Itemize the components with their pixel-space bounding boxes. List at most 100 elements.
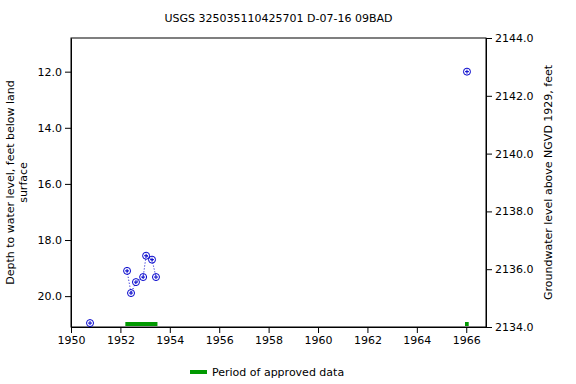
tick: 2134.0 bbox=[486, 321, 534, 334]
y-axis-title: Depth to water level, feet below landsur… bbox=[4, 80, 30, 285]
tick-label: 12.0 bbox=[38, 66, 63, 79]
tick-label: 14.0 bbox=[38, 122, 63, 135]
tick-label: 1962 bbox=[354, 334, 382, 347]
legend: Period of approved data bbox=[190, 366, 344, 379]
marker-cross bbox=[88, 321, 92, 325]
marker bbox=[140, 274, 147, 281]
tick: 16.0 bbox=[38, 178, 72, 191]
tick-mark bbox=[486, 211, 492, 212]
axis-line bbox=[71, 39, 72, 328]
tick: 18.0 bbox=[38, 234, 72, 247]
tick: 2140.0 bbox=[486, 148, 534, 161]
tick: 1952 bbox=[107, 327, 135, 347]
marker bbox=[463, 68, 470, 75]
marker-cross bbox=[150, 258, 154, 262]
tick-mark bbox=[65, 128, 71, 129]
tick: 1950 bbox=[58, 327, 86, 347]
tick-mark bbox=[120, 327, 121, 333]
tick-mark bbox=[486, 96, 492, 97]
marker bbox=[152, 274, 159, 281]
tick-label: 2134.0 bbox=[495, 321, 534, 334]
point bbox=[152, 274, 159, 281]
point bbox=[149, 256, 156, 263]
tick-mark bbox=[65, 72, 71, 73]
approved-period bbox=[465, 322, 469, 326]
y2-axis: 2134.0 2136.0 2138.0 2140.0 2142.0 2144.0 bbox=[486, 32, 534, 334]
title: USGS 325035110425701 D-07-16 09BAD bbox=[165, 12, 393, 25]
tick-mark bbox=[318, 327, 319, 333]
tick: 20.0 bbox=[38, 290, 72, 303]
tick-mark bbox=[269, 327, 270, 333]
marker bbox=[124, 267, 131, 274]
tick-mark bbox=[486, 269, 492, 270]
tick-mark bbox=[486, 154, 492, 155]
tick-label: 18.0 bbox=[38, 234, 63, 247]
tick: 1958 bbox=[255, 327, 283, 347]
tick-label: 1964 bbox=[403, 334, 431, 347]
tick-label: 2142.0 bbox=[495, 90, 534, 103]
tick-label: 1950 bbox=[58, 334, 86, 347]
tick-label: 2136.0 bbox=[495, 263, 534, 276]
tick-mark bbox=[219, 327, 220, 333]
tick: 2138.0 bbox=[486, 205, 534, 218]
tick-label: 2138.0 bbox=[495, 205, 534, 218]
tick: 1956 bbox=[206, 327, 234, 347]
plot-frame bbox=[71, 38, 486, 327]
tick: 1962 bbox=[354, 327, 382, 347]
tick-label: 1954 bbox=[156, 334, 184, 347]
point bbox=[463, 68, 470, 75]
point bbox=[128, 290, 135, 297]
marker bbox=[87, 320, 94, 327]
tick-mark bbox=[65, 296, 71, 297]
tick-mark bbox=[65, 184, 71, 185]
approved-period bbox=[125, 322, 157, 326]
tick-label: 1958 bbox=[255, 334, 283, 347]
tick-label: 2140.0 bbox=[495, 148, 534, 161]
axis-line bbox=[72, 327, 487, 328]
marker-cross bbox=[465, 70, 469, 74]
x-axis: 1950 1952 1954 1956 1958 1960 1962 1964 1966 bbox=[58, 327, 487, 347]
tick-label: 1960 bbox=[305, 334, 333, 347]
point bbox=[140, 274, 147, 281]
marker-cross bbox=[154, 275, 158, 279]
tick: 1954 bbox=[156, 327, 184, 347]
tick: 12.0 bbox=[38, 66, 72, 79]
tick-mark bbox=[486, 38, 492, 39]
marker bbox=[132, 279, 139, 286]
y-axis-title-line: Depth to water level, feet below land bbox=[4, 80, 17, 285]
legend-label: Period of approved data bbox=[212, 366, 344, 379]
tick: 14.0 bbox=[38, 122, 72, 135]
tick-mark bbox=[417, 327, 418, 333]
tick-mark bbox=[170, 327, 171, 333]
marker-cross bbox=[144, 254, 148, 258]
point bbox=[124, 267, 131, 274]
chart: 1950 1952 1954 1956 1958 1960 1962 1964 1966 12.0… bbox=[0, 0, 576, 384]
y-axis: 12.0 14.0 16.0 18.0 20.0 bbox=[38, 39, 72, 328]
y-axis-title-line: surface bbox=[17, 162, 30, 203]
marker-cross bbox=[134, 280, 138, 284]
series-line bbox=[90, 72, 467, 323]
tick: 1960 bbox=[305, 327, 333, 347]
legend-swatch bbox=[190, 370, 207, 374]
y2-axis-title: Groundwater level above NGVD 1929, feet bbox=[542, 64, 555, 300]
tick: 1964 bbox=[403, 327, 431, 347]
tick-label: 1966 bbox=[453, 334, 481, 347]
tick-mark bbox=[367, 327, 368, 333]
tick-mark bbox=[65, 240, 71, 241]
tick: 2142.0 bbox=[486, 90, 534, 103]
marker-cross bbox=[141, 275, 145, 279]
tick-label: 2144.0 bbox=[495, 32, 534, 45]
tick-label: 20.0 bbox=[38, 290, 63, 303]
tick-mark bbox=[486, 327, 492, 328]
tick: 2136.0 bbox=[486, 263, 534, 276]
tick-mark bbox=[71, 327, 72, 333]
point bbox=[132, 279, 139, 286]
marker bbox=[128, 290, 135, 297]
point bbox=[87, 320, 94, 327]
tick: 1966 bbox=[453, 327, 481, 347]
axis-line bbox=[486, 39, 487, 328]
tick-label: 1956 bbox=[206, 334, 234, 347]
marker-cross bbox=[129, 291, 133, 295]
marker-cross bbox=[125, 269, 129, 273]
tick-mark bbox=[466, 327, 467, 333]
